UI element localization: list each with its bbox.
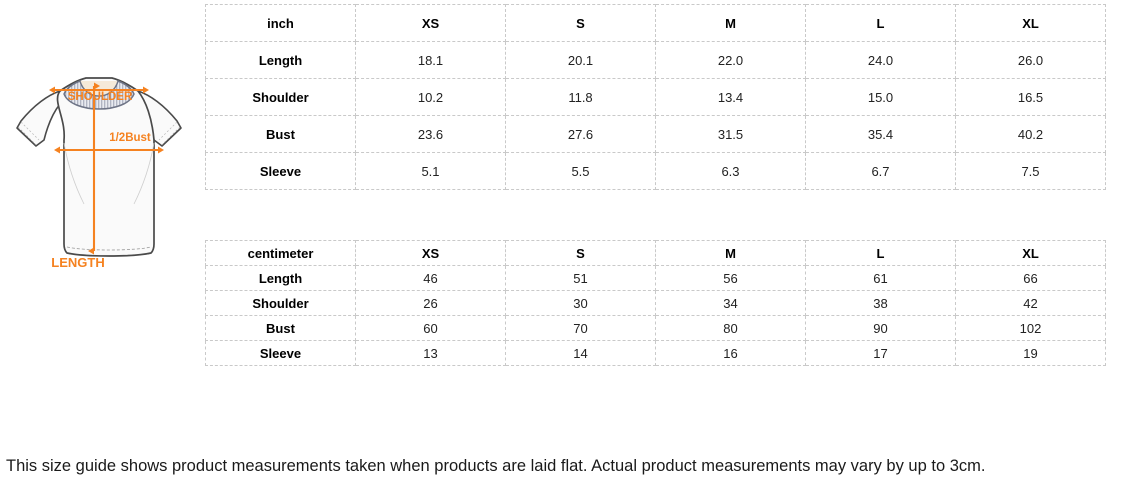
- cell-bust-xs: 60: [355, 315, 506, 341]
- cell-shoulder-xl: 16.5: [955, 78, 1106, 116]
- cell-length-xs: 46: [355, 265, 506, 291]
- row-label-length: Length: [205, 265, 356, 291]
- size-table-inch: inch XS S M L XL Length 18.1 20.1 22.0 2…: [205, 4, 1106, 190]
- table-row: Shoulder 26 30 34 38 42: [205, 290, 1106, 316]
- column-header-l: L: [805, 240, 956, 266]
- cell-bust-l: 35.4: [805, 115, 956, 153]
- cell-length-m: 22.0: [655, 41, 806, 79]
- table-row: Sleeve 5.1 5.5 6.3 6.7 7.5: [205, 152, 1106, 190]
- row-label-bust: Bust: [205, 315, 356, 341]
- row-label-sleeve: Sleeve: [205, 340, 356, 366]
- shirt-body-shape: [56, 77, 155, 257]
- cell-shoulder-s: 11.8: [505, 78, 656, 116]
- cell-shoulder-l: 38: [805, 290, 956, 316]
- unit-label-centimeter: centimeter: [205, 240, 356, 266]
- size-guide-disclaimer: This size guide shows product measuremen…: [6, 457, 986, 475]
- cell-bust-l: 90: [805, 315, 956, 341]
- cell-shoulder-m: 34: [655, 290, 806, 316]
- table-header-row: centimeter XS S M L XL: [205, 240, 1106, 266]
- cell-length-s: 51: [505, 265, 656, 291]
- cell-bust-m: 80: [655, 315, 806, 341]
- size-table-centimeter: centimeter XS S M L XL Length 46 51 56 6…: [205, 240, 1106, 366]
- cell-bust-s: 70: [505, 315, 656, 341]
- column-header-xs: XS: [355, 240, 506, 266]
- cell-length-l: 61: [805, 265, 956, 291]
- cell-length-xs: 18.1: [355, 41, 506, 79]
- column-header-s: S: [505, 240, 656, 266]
- table-row: Bust 60 70 80 90 102: [205, 315, 1106, 341]
- table-row: Sleeve 13 14 16 17 19: [205, 340, 1106, 366]
- cell-sleeve-xl: 19: [955, 340, 1106, 366]
- table-header-row: inch XS S M L XL: [205, 4, 1106, 42]
- table-row: Shoulder 10.2 11.8 13.4 15.0 16.5: [205, 78, 1106, 116]
- cell-length-xl: 26.0: [955, 41, 1106, 79]
- column-header-m: M: [655, 4, 806, 42]
- column-header-xs: XS: [355, 4, 506, 42]
- cell-sleeve-xs: 13: [355, 340, 506, 366]
- cell-shoulder-s: 30: [505, 290, 656, 316]
- cell-length-l: 24.0: [805, 41, 956, 79]
- cell-bust-xl: 40.2: [955, 115, 1106, 153]
- column-header-m: M: [655, 240, 806, 266]
- cell-sleeve-xs: 5.1: [355, 152, 506, 190]
- cell-length-s: 20.1: [505, 41, 656, 79]
- left-sleeve-shape: [16, 90, 61, 147]
- cell-sleeve-xl: 7.5: [955, 152, 1106, 190]
- row-label-shoulder: Shoulder: [205, 78, 356, 116]
- column-header-s: S: [505, 4, 656, 42]
- cell-shoulder-l: 15.0: [805, 78, 956, 116]
- table-row: Bust 23.6 27.6 31.5 35.4 40.2: [205, 115, 1106, 153]
- cell-sleeve-m: 16: [655, 340, 806, 366]
- cell-bust-s: 27.6: [505, 115, 656, 153]
- tshirt-measurement-diagram: SHOULDER 1/2Bust LENGTH: [14, 48, 204, 278]
- cell-length-xl: 66: [955, 265, 1106, 291]
- cell-sleeve-l: 6.7: [805, 152, 956, 190]
- table-row: Length 46 51 56 61 66: [205, 265, 1106, 291]
- table-row: Length 18.1 20.1 22.0 24.0 26.0: [205, 41, 1106, 79]
- column-header-xl: XL: [955, 240, 1106, 266]
- cell-shoulder-xl: 42: [955, 290, 1106, 316]
- cell-sleeve-s: 14: [505, 340, 656, 366]
- cell-length-m: 56: [655, 265, 806, 291]
- column-header-l: L: [805, 4, 956, 42]
- cell-bust-xs: 23.6: [355, 115, 506, 153]
- shoulder-label: SHOULDER: [68, 91, 133, 103]
- cell-shoulder-m: 13.4: [655, 78, 806, 116]
- cell-bust-xl: 102: [955, 315, 1106, 341]
- cell-sleeve-m: 6.3: [655, 152, 806, 190]
- unit-label-inch: inch: [205, 4, 356, 42]
- bust-label: 1/2Bust: [109, 132, 151, 144]
- length-label: LENGTH: [51, 255, 104, 270]
- row-label-bust: Bust: [205, 115, 356, 153]
- cell-bust-m: 31.5: [655, 115, 806, 153]
- cell-shoulder-xs: 26: [355, 290, 506, 316]
- cell-sleeve-s: 5.5: [505, 152, 656, 190]
- column-header-xl: XL: [955, 4, 1106, 42]
- row-label-sleeve: Sleeve: [205, 152, 356, 190]
- cell-sleeve-l: 17: [805, 340, 956, 366]
- row-label-length: Length: [205, 41, 356, 79]
- cell-shoulder-xs: 10.2: [355, 78, 506, 116]
- row-label-shoulder: Shoulder: [205, 290, 356, 316]
